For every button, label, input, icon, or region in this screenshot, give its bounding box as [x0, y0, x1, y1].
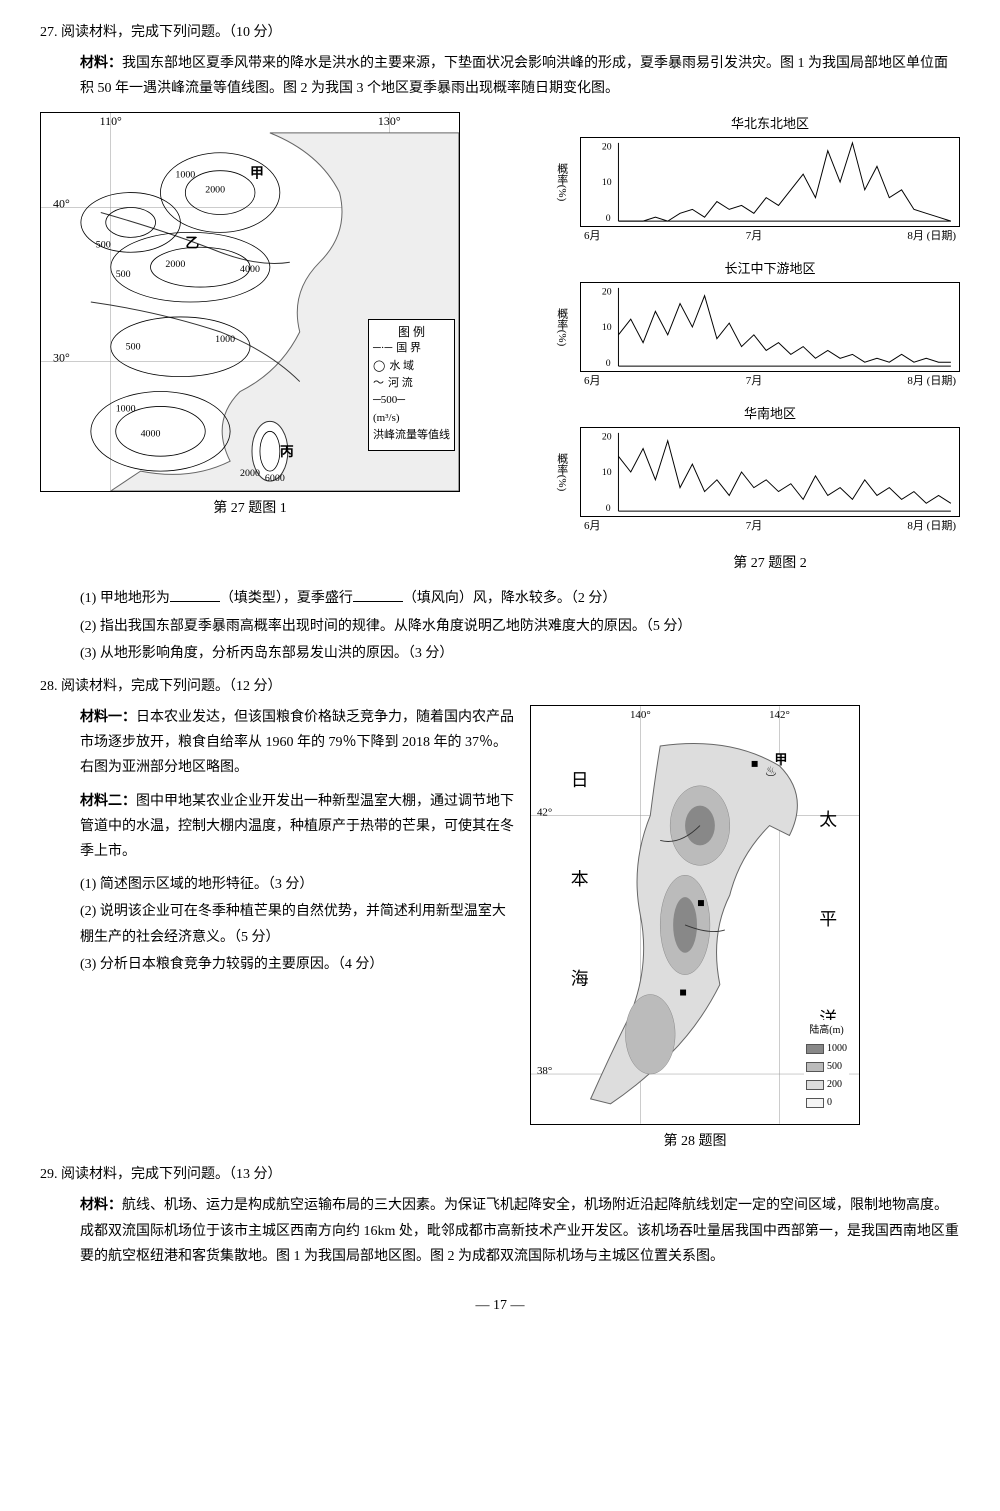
svg-text:4000: 4000	[141, 428, 161, 439]
charts-caption: 第 27 题图 2	[580, 551, 960, 576]
svg-text:10: 10	[602, 177, 612, 188]
material-label: 材料一：	[80, 710, 136, 725]
q27-sub1: (1) 甲地地形为（填类型），夏季盛行（填风向）风，降水较多。（2 分）	[40, 586, 960, 611]
svg-text:500: 500	[116, 269, 131, 280]
q27-charts: 华北东北地区 概率(%) 20 10 0 6月7月8月 (日期)	[580, 112, 960, 577]
svg-text:10: 10	[602, 322, 612, 333]
chart-box: 概率(%) 20 10 0	[580, 427, 960, 517]
map-legend: 图 例 ─·─国 界 ◯水 域 〜河 流 ─500─ (m³/s) 洪峰流量等值…	[368, 319, 455, 450]
svg-text:20: 20	[602, 142, 612, 153]
svg-text:2000: 2000	[240, 468, 260, 479]
x-axis-labels: 6月7月8月 (日期)	[580, 517, 960, 537]
q27-map: 110° 130° 40° 30° 500 1000 200	[40, 112, 460, 492]
svg-text:4000: 4000	[240, 264, 260, 275]
svg-text:0: 0	[606, 213, 611, 224]
y-axis-label: 概率(%)	[551, 308, 571, 347]
svg-text:20: 20	[602, 287, 612, 298]
q28-sub1: (1) 简述图示区域的地形特征。（3 分）	[40, 872, 514, 897]
q28-sub3: (3) 分析日本粮食竞争力较弱的主要原因。（4 分）	[40, 952, 514, 977]
chart-title: 华南地区	[580, 402, 960, 425]
q27-map-figure: 110° 130° 40° 30° 500 1000 200	[40, 112, 460, 521]
q27-sub2: (2) 指出我国东部夏季暴雨高概率出现时间的规律。从降水角度说明乙地防洪难度大的…	[40, 614, 960, 639]
question-28: 28. 阅读材料，完成下列问题。（12 分） 材料一：日本农业发达，但该国粮食价…	[40, 674, 960, 1154]
svg-text:500: 500	[126, 341, 141, 352]
svg-text:海: 海	[571, 969, 589, 989]
svg-text:40°: 40°	[53, 196, 70, 210]
svg-text:110°: 110°	[100, 113, 122, 127]
material-text: 日本农业发达，但该国粮食价格缺乏竞争力，随着国内农产品市场逐步放开，粮食自给率从…	[80, 710, 514, 775]
svg-text:1000: 1000	[175, 169, 195, 180]
svg-text:甲: 甲	[775, 752, 788, 767]
svg-text:平: 平	[819, 909, 837, 929]
blank-input[interactable]	[353, 588, 403, 602]
q27-header: 27. 阅读材料，完成下列问题。（10 分）	[40, 20, 960, 45]
svg-text:丙: 丙	[280, 444, 294, 460]
svg-text:20: 20	[602, 432, 612, 443]
chart-title: 长江中下游地区	[580, 257, 960, 280]
question-27: 27. 阅读材料，完成下列问题。（10 分） 材料：我国东部地区夏季风带来的降水…	[40, 20, 960, 666]
q28-sub2: (2) 说明该企业可在冬季种植芒果的自然优势，并简述利用新型温室大棚生产的社会经…	[40, 899, 514, 949]
chart-box: 概率(%) 20 10 0	[580, 282, 960, 372]
svg-text:42°: 42°	[537, 807, 552, 819]
svg-text:500: 500	[96, 239, 111, 250]
material-text: 图中甲地某农业企业开发出一种新型温室大棚，通过调节地下管道中的水温，控制大棚内温…	[80, 794, 514, 859]
svg-text:1000: 1000	[116, 403, 136, 414]
q27-material: 材料：我国东部地区夏季风带来的降水是洪水的主要来源，下垫面状况会影响洪峰的形成，…	[40, 51, 960, 101]
chart-box: 概率(%) 20 10 0	[580, 137, 960, 227]
svg-text:日: 日	[571, 770, 589, 790]
q29-material: 材料：航线、机场、运力是构成航空运输布局的三大因素。为保证飞机起降安全，机场附近…	[40, 1193, 960, 1269]
svg-text:0: 0	[606, 358, 611, 369]
blank-input[interactable]	[170, 588, 220, 602]
chart-1: 华北东北地区 概率(%) 20 10 0 6月7月8月 (日期)	[580, 112, 960, 247]
legend-title: 图 例	[373, 324, 450, 341]
svg-text:130°: 130°	[378, 113, 401, 127]
svg-text:2000: 2000	[165, 259, 185, 270]
svg-text:甲: 甲	[250, 165, 264, 181]
chart-svg: 20 10 0	[581, 283, 959, 371]
x-axis-labels: 6月7月8月 (日期)	[580, 227, 960, 247]
jp-map-caption: 第 28 题图	[530, 1129, 860, 1154]
svg-text:2000: 2000	[205, 184, 225, 195]
elevation-legend: 陆高(m) 1000 500 200 0	[804, 1020, 849, 1114]
page-number: — 17 —	[40, 1293, 960, 1318]
chart-2: 长江中下游地区 概率(%) 20 10 0 6月7月8月 (日期)	[580, 257, 960, 392]
chart-3: 华南地区 概率(%) 20 10 0 6月7月8月 (日期)	[580, 402, 960, 537]
svg-text:乙: 乙	[185, 235, 199, 251]
material-text: 我国东部地区夏季风带来的降水是洪水的主要来源，下垫面状况会影响洪峰的形成，夏季暴…	[80, 56, 948, 96]
y-axis-label: 概率(%)	[551, 453, 571, 492]
chart-svg: 20 10 0	[581, 428, 959, 516]
q28-map-column: 140° 142° 42° 38°	[530, 705, 960, 1154]
svg-text:太: 太	[819, 810, 837, 830]
question-29: 29. 阅读材料，完成下列问题。（13 分） 材料：航线、机场、运力是构成航空运…	[40, 1162, 960, 1269]
chart-svg: 20 10 0	[581, 138, 959, 226]
svg-text:142°: 142°	[769, 709, 790, 721]
svg-text:本: 本	[571, 869, 589, 889]
material-text: 航线、机场、运力是构成航空运输布局的三大因素。为保证飞机起降安全，机场附近沿起降…	[80, 1198, 959, 1263]
japan-map: 140° 142° 42° 38°	[530, 705, 860, 1125]
q27-sub3: (3) 从地形影响角度，分析丙岛东部易发山洪的原因。（3 分）	[40, 641, 960, 666]
chart-title: 华北东北地区	[580, 112, 960, 135]
q28-text-column: 材料一：日本农业发达，但该国粮食价格缺乏竞争力，随着国内农产品市场逐步放开，粮食…	[40, 705, 514, 979]
svg-text:0: 0	[606, 503, 611, 514]
svg-text:6000: 6000	[265, 473, 285, 484]
material-label: 材料二：	[80, 794, 136, 809]
svg-text:♨: ♨	[765, 765, 777, 780]
svg-text:10: 10	[602, 467, 612, 478]
x-axis-labels: 6月7月8月 (日期)	[580, 372, 960, 392]
svg-text:30°: 30°	[53, 350, 70, 364]
svg-text:140°: 140°	[630, 709, 651, 721]
svg-text:1000: 1000	[215, 333, 235, 344]
q29-header: 29. 阅读材料，完成下列问题。（13 分）	[40, 1162, 960, 1187]
svg-text:38°: 38°	[537, 1065, 552, 1077]
material-label: 材料：	[80, 1198, 122, 1213]
y-axis-label: 概率(%)	[551, 163, 571, 202]
q28-header: 28. 阅读材料，完成下列问题。（12 分）	[40, 674, 960, 699]
map-caption: 第 27 题图 1	[40, 496, 460, 521]
material-label: 材料：	[80, 56, 122, 71]
q27-figures: 110° 130° 40° 30° 500 1000 200	[40, 112, 960, 577]
